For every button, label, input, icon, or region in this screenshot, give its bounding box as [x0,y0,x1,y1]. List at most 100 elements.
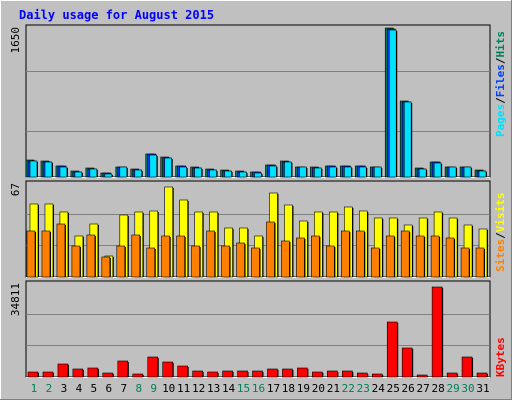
pages-bar-day-1 [29,160,38,178]
kbytes-bar-day-26 [401,347,413,378]
sites-bar-day-18 [281,240,290,278]
kbytes-bar-day-12 [192,370,203,378]
kbytes-bar-day-20 [312,371,323,378]
day-label-23: 23 [357,382,370,395]
pages-bar-day-12 [194,167,202,178]
sites-bar-day-27 [415,235,425,278]
legend-hits-files-pages-part: / [494,57,507,64]
sites-bar-day-8 [131,234,141,278]
day-label-31: 31 [476,382,489,395]
pages-bar-day-5 [89,168,98,178]
kbytes-bar-day-18 [282,368,293,378]
legend-visits-sites: Sites/Visits [494,193,507,273]
kbytes-bar-day-22 [342,370,353,378]
pages-bar-day-10 [164,157,173,178]
pages-bar-day-24 [373,166,382,178]
day-label-26: 26 [402,382,415,395]
sites-bar-day-2 [41,230,51,278]
kbytes-bar-day-5 [87,367,99,378]
pages-bar-day-28 [433,162,442,178]
legend-kbytes: KBytes [494,337,507,377]
day-label-13: 13 [207,382,220,395]
day-label-29: 29 [446,382,459,395]
day-label-4: 4 [76,382,83,395]
pages-bar-day-27 [418,168,427,178]
day-label-6: 6 [106,382,113,395]
legend-visits-sites-part: Visits [494,193,507,233]
day-label-3: 3 [61,382,68,395]
kbytes-bar-day-8 [132,373,144,378]
sites-bar-day-19 [296,237,305,278]
day-label-10: 10 [162,382,175,395]
kbytes-bar-day-7 [117,360,129,378]
kbytes-bar-day-31 [476,372,488,378]
pages-bar-day-17 [269,165,277,178]
kbytes-bar-day-24 [371,373,383,378]
kbytes-bar-day-17 [267,368,278,378]
sites-bar-day-25 [385,235,395,278]
sites-bar-day-6 [101,256,111,278]
chart-panels [25,24,491,378]
kbytes-bar-day-29 [446,372,458,378]
pages-bar-day-22 [344,166,352,178]
sites-bar-day-20 [311,235,320,278]
day-label-24: 24 [372,382,386,395]
kbytes-bar-day-1 [27,371,39,378]
day-label-22: 22 [342,382,355,395]
sites-bar-day-26 [400,230,410,278]
day-label-8: 8 [135,382,142,395]
kbytes-bar-day-3 [57,363,69,378]
kbytes-bar-day-2 [42,371,54,378]
panel-3-background [25,280,491,378]
legend-hits-files-pages-part: Files [494,64,507,97]
sites-bar-day-15 [236,242,245,278]
pages-bar-day-15 [239,171,247,178]
sites-bar-day-5 [86,234,96,278]
pages-bar-day-6 [104,173,113,178]
kbytes-bar-day-25 [386,321,398,378]
sites-bar-day-29 [445,237,455,278]
pages-bar-day-25 [388,29,397,178]
pages-bar-day-18 [284,161,292,178]
sites-bar-day-14 [221,245,230,278]
y-max-label-panel-3: 34811 [9,283,22,316]
day-label-7: 7 [120,382,127,395]
kbytes-bar-day-6 [102,372,114,378]
pages-bar-day-26 [403,101,412,178]
pages-bar-day-19 [299,166,307,178]
pages-bar-day-9 [149,154,158,178]
day-label-17: 17 [267,382,280,395]
kbytes-bar-day-21 [327,370,338,378]
pages-bar-day-31 [478,170,487,178]
pages-bar-day-20 [314,167,322,178]
sites-bar-day-11 [176,235,185,278]
sites-bar-day-21 [326,245,335,278]
pages-bar-day-23 [358,166,367,178]
day-label-5: 5 [91,382,98,395]
pages-bar-day-30 [463,166,472,178]
pages-bar-day-13 [209,169,217,178]
sites-bar-day-10 [161,235,171,278]
sites-bar-day-23 [355,230,365,278]
sites-bar-day-12 [191,245,200,278]
kbytes-bar-day-23 [356,372,368,378]
kbytes-bar-day-14 [222,370,233,378]
chart-bars [25,27,489,378]
day-label-25: 25 [387,382,400,395]
day-label-19: 19 [297,382,310,395]
day-label-11: 11 [177,382,190,395]
axis-labels: 1 2 3 4 5 6 7 8 9 10 11 12 13 14 15 16 17 18 19 20 21 22 23 24 2… [9,27,490,395]
pages-bar-day-2 [44,161,53,178]
kbytes-bar-day-19 [297,367,308,378]
day-label-28: 28 [431,382,444,395]
day-label-20: 20 [312,382,325,395]
sites-bar-day-28 [430,235,440,278]
pages-bar-day-4 [74,171,83,178]
day-label-30: 30 [461,382,474,395]
kbytes-bar-day-16 [252,370,263,378]
pages-bar-day-3 [59,166,68,178]
sites-bar-day-17 [266,221,275,278]
day-label-18: 18 [282,382,295,395]
legend-visits-sites-part: Sites [494,239,507,272]
